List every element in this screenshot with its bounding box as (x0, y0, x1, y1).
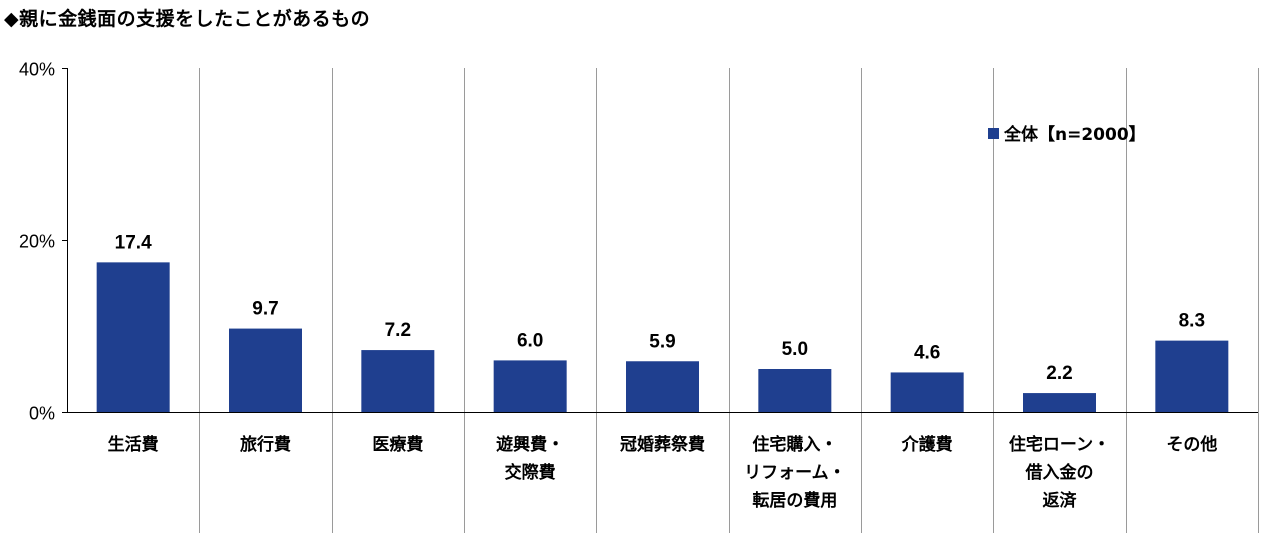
y-axis: 0% 20% 40% (19, 60, 68, 424)
category-labels: 生活費 旅行費 医療費 遊興費・交際費 冠婚葬祭費 住宅購入・リフォーム・転居の費用 介護費… (108, 434, 1218, 511)
bar (626, 361, 699, 412)
data-label: 4.6 (914, 342, 940, 363)
category-label: 生活費 (108, 434, 159, 455)
bar (1155, 340, 1229, 412)
category-label: 転居の費用 (752, 490, 837, 511)
bar (758, 369, 832, 412)
legend-swatch (988, 128, 999, 139)
category-label: 借入金の (1025, 462, 1094, 483)
y-tick-label: 0% (29, 404, 55, 424)
bar (96, 262, 170, 412)
data-label: 8.3 (1179, 311, 1205, 332)
bars (96, 262, 1229, 412)
bar (890, 372, 964, 412)
category-label: 住宅ローン・ (1009, 434, 1110, 455)
bar (361, 350, 435, 412)
legend-label: 全体【n=2000】 (1003, 124, 1146, 145)
data-label: 17.4 (115, 232, 152, 253)
data-label: 2.2 (1046, 363, 1072, 384)
category-label: 交際費 (505, 462, 556, 483)
data-label: 7.2 (385, 320, 411, 341)
category-label: 住宅購入・ (752, 434, 837, 455)
y-tick-label: 20% (19, 232, 55, 252)
data-label: 5.0 (782, 339, 808, 360)
data-label: 9.7 (252, 299, 278, 320)
y-tick-label: 40% (19, 60, 55, 80)
bar (493, 360, 567, 412)
category-label: 介護費 (901, 434, 953, 455)
legend: 全体【n=2000】 (988, 124, 1146, 145)
category-label: リフォーム・ (744, 463, 846, 483)
data-label: 5.9 (649, 331, 675, 352)
category-label: 冠婚葬祭費 (620, 434, 705, 455)
category-label: 返済 (1043, 490, 1078, 511)
data-label: 6.0 (517, 330, 543, 351)
chart-title: ◆親に金銭面の支援をしたことがあるもの (4, 8, 371, 30)
category-label: 遊興費・ (496, 434, 564, 455)
category-separators (199, 68, 1259, 533)
bar (1023, 393, 1096, 412)
value-labels: 17.4 9.7 7.2 6.0 5.9 5.0 4.6 2.2 8.3 (115, 232, 1205, 384)
category-label: 医療費 (372, 434, 423, 455)
category-label: その他 (1166, 434, 1217, 455)
category-label: 旅行費 (240, 434, 291, 455)
bar (229, 328, 302, 412)
